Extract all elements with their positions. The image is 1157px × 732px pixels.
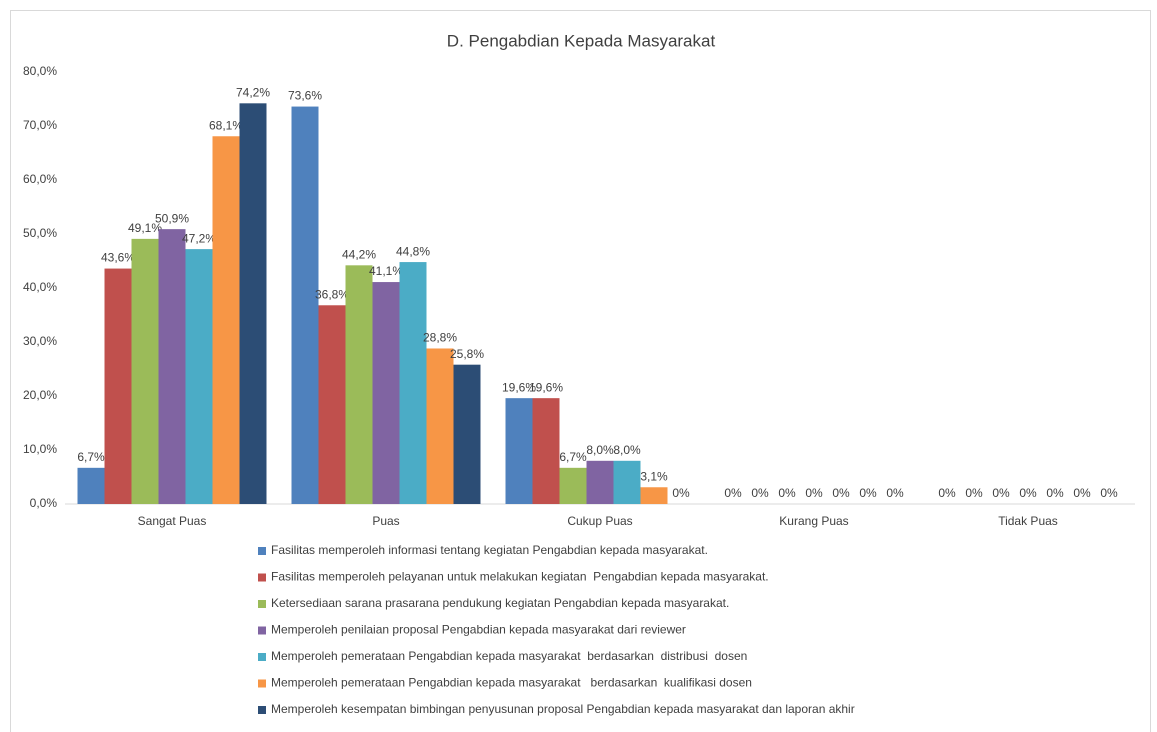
data-label: 0% (832, 486, 850, 500)
x-tick-label: Tidak Puas (998, 514, 1058, 528)
x-tick-label: Puas (372, 514, 399, 528)
legend-label: Memperoleh kesempatan bimbingan penyusun… (271, 702, 855, 716)
legend-label: Memperoleh pemerataan Pengabdian kepada … (271, 649, 747, 663)
legend-swatch (258, 679, 266, 688)
data-label: 0% (938, 486, 956, 500)
bar (77, 467, 105, 504)
bar (239, 103, 267, 504)
legend-label: Memperoleh pemerataan Pengabdian kepada … (271, 676, 752, 690)
legend-label: Ketersediaan sarana prasarana pendukung … (271, 596, 729, 610)
legend-label: Fasilitas memperoleh pelayanan untuk mel… (271, 570, 769, 584)
data-label: 44,2% (342, 247, 376, 261)
bar (185, 249, 213, 504)
data-label: 49,1% (128, 221, 162, 235)
data-label: 8,0% (613, 443, 641, 457)
data-label: 0% (805, 486, 823, 500)
x-tick-label: Kurang Puas (779, 514, 848, 528)
data-label: 3,1% (640, 469, 668, 483)
data-label: 73,6% (288, 89, 322, 103)
data-label: 41,1% (369, 264, 403, 278)
bar (372, 282, 400, 504)
data-label: 6,7% (77, 450, 105, 464)
bar (532, 398, 560, 504)
bar (640, 487, 668, 504)
bar (426, 348, 454, 504)
data-label: 0% (778, 486, 796, 500)
data-label: 0% (1100, 486, 1118, 500)
data-label: 0% (1073, 486, 1091, 500)
x-tick-label: Sangat Puas (138, 514, 207, 528)
data-label: 36,8% (315, 287, 349, 301)
y-tick-label: 50,0% (23, 226, 57, 240)
y-tick-label: 70,0% (23, 118, 57, 132)
data-label: 0% (992, 486, 1010, 500)
legend-swatch (258, 626, 266, 635)
data-label: 6,7% (559, 450, 587, 464)
legend-swatch (258, 547, 266, 555)
bar (318, 305, 346, 504)
legend-swatch (258, 706, 266, 714)
y-tick-label: 0,0% (30, 496, 58, 510)
data-label: 68,1% (209, 118, 243, 132)
data-label: 0% (1019, 486, 1037, 500)
bar (586, 460, 614, 504)
legend-label: Memperoleh penilaian proposal Pengabdian… (271, 623, 686, 637)
legend-swatch (258, 573, 266, 582)
y-tick-label: 20,0% (23, 388, 57, 402)
data-label: 47,2% (182, 231, 216, 245)
data-label: 0% (1046, 486, 1064, 500)
legend-swatch (258, 653, 266, 661)
bar (212, 136, 240, 504)
bar (104, 268, 132, 504)
data-label: 0% (672, 486, 690, 500)
bar (559, 467, 587, 504)
bar (453, 364, 481, 504)
bar (505, 398, 533, 504)
y-tick-label: 30,0% (23, 334, 57, 348)
data-label: 19,6% (529, 380, 563, 394)
data-label: 28,8% (423, 331, 457, 345)
legend-swatch (258, 600, 266, 608)
data-label: 74,2% (236, 85, 270, 99)
y-tick-label: 10,0% (23, 442, 57, 456)
data-label: 43,6% (101, 251, 135, 265)
data-label: 0% (886, 486, 904, 500)
data-label: 25,8% (450, 347, 484, 361)
bar (131, 238, 159, 505)
data-label: 0% (965, 486, 983, 500)
data-label: 50,9% (155, 211, 189, 225)
bar (345, 265, 373, 504)
data-label: 0% (859, 486, 877, 500)
data-label: 8,0% (586, 443, 614, 457)
x-tick-label: Cukup Puas (567, 514, 632, 528)
data-label: 44,8% (396, 244, 430, 258)
data-label: 0% (724, 486, 742, 500)
bar (291, 106, 319, 504)
y-tick-label: 60,0% (23, 172, 57, 186)
legend-label: Fasilitas memperoleh informasi tentang k… (271, 543, 708, 557)
y-tick-label: 80,0% (23, 64, 57, 78)
data-label: 19,6% (502, 380, 536, 394)
bar (613, 460, 641, 504)
y-tick-label: 40,0% (23, 280, 57, 294)
bar (158, 229, 186, 504)
data-label: 0% (751, 486, 769, 500)
bar (399, 262, 427, 504)
chart-title: D. Pengabdian Kepada Masyarakat (447, 31, 716, 50)
